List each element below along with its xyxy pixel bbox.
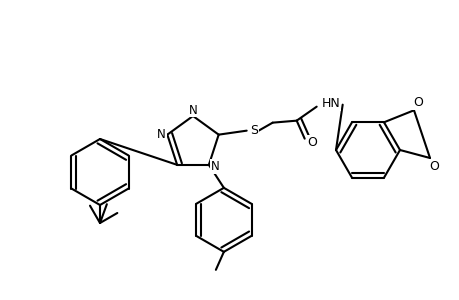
Text: O: O — [428, 160, 438, 172]
Text: N: N — [210, 160, 219, 173]
Text: N: N — [188, 103, 197, 116]
Text: N: N — [157, 128, 165, 141]
Text: O: O — [412, 96, 422, 109]
Text: S: S — [249, 124, 257, 137]
Text: O: O — [307, 136, 317, 149]
Text: HN: HN — [320, 97, 339, 110]
